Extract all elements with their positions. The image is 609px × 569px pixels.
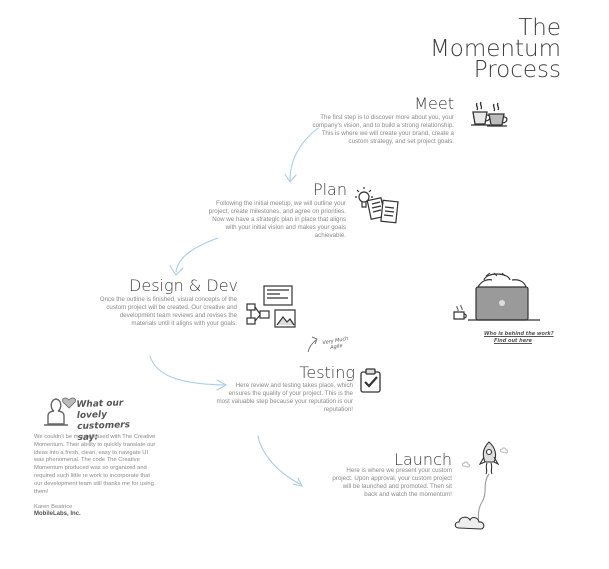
stage-design-heading: Design & Dev [129, 276, 238, 295]
stage-launch-heading: Launch [394, 450, 452, 469]
checklist-icon [359, 368, 385, 399]
lightbulb-documents-icon [355, 187, 407, 232]
arrow-meet-to-plan [289, 127, 319, 181]
who-behind-link[interactable]: Who is behind the work? Find out here [484, 331, 554, 345]
title-line-2: Momentum [429, 36, 561, 62]
person-laptop-icon [448, 270, 548, 335]
stage-testing-heading: Testing [299, 363, 355, 382]
stage-testing-text: Here review and testing takes place, whi… [216, 382, 353, 414]
stage-plan-heading: Plan [312, 180, 347, 199]
stage-launch-text: Here is where we present your custom pro… [332, 467, 452, 499]
testimonial-company: MobileLabs, Inc. [34, 511, 81, 517]
arrow-plan-to-design [175, 237, 219, 273]
wireframe-layout-icon [246, 284, 298, 335]
stage-design-text: Once the outline is finished, visual con… [99, 296, 237, 328]
rocket-icon [454, 440, 514, 555]
coffee-cups-icon [470, 98, 508, 133]
stage-meet-heading: Meet [414, 94, 454, 113]
testimonial-quote: We couldn't be more pleased with The Cre… [34, 434, 156, 495]
who-behind-line-1[interactable]: Who is behind the work? [484, 331, 554, 337]
who-behind-line-2[interactable]: Find out here [494, 338, 532, 344]
title-line-3: Process [473, 57, 561, 83]
title-line-1: The [518, 15, 561, 41]
testimonial-author: Karen Beatrice [34, 504, 73, 510]
page-title: The Momentum Process [429, 15, 561, 83]
stage-meet-text: The first step is to discover more about… [312, 114, 454, 146]
agile-arrow [307, 339, 317, 353]
person-avatar-icon [40, 394, 74, 433]
arrow-design-to-testing [149, 355, 225, 386]
arrow-testing-to-launch [257, 435, 301, 485]
stage-plan-text: Following the initial meetup, we will ou… [208, 200, 346, 240]
heart-icon [62, 396, 76, 414]
